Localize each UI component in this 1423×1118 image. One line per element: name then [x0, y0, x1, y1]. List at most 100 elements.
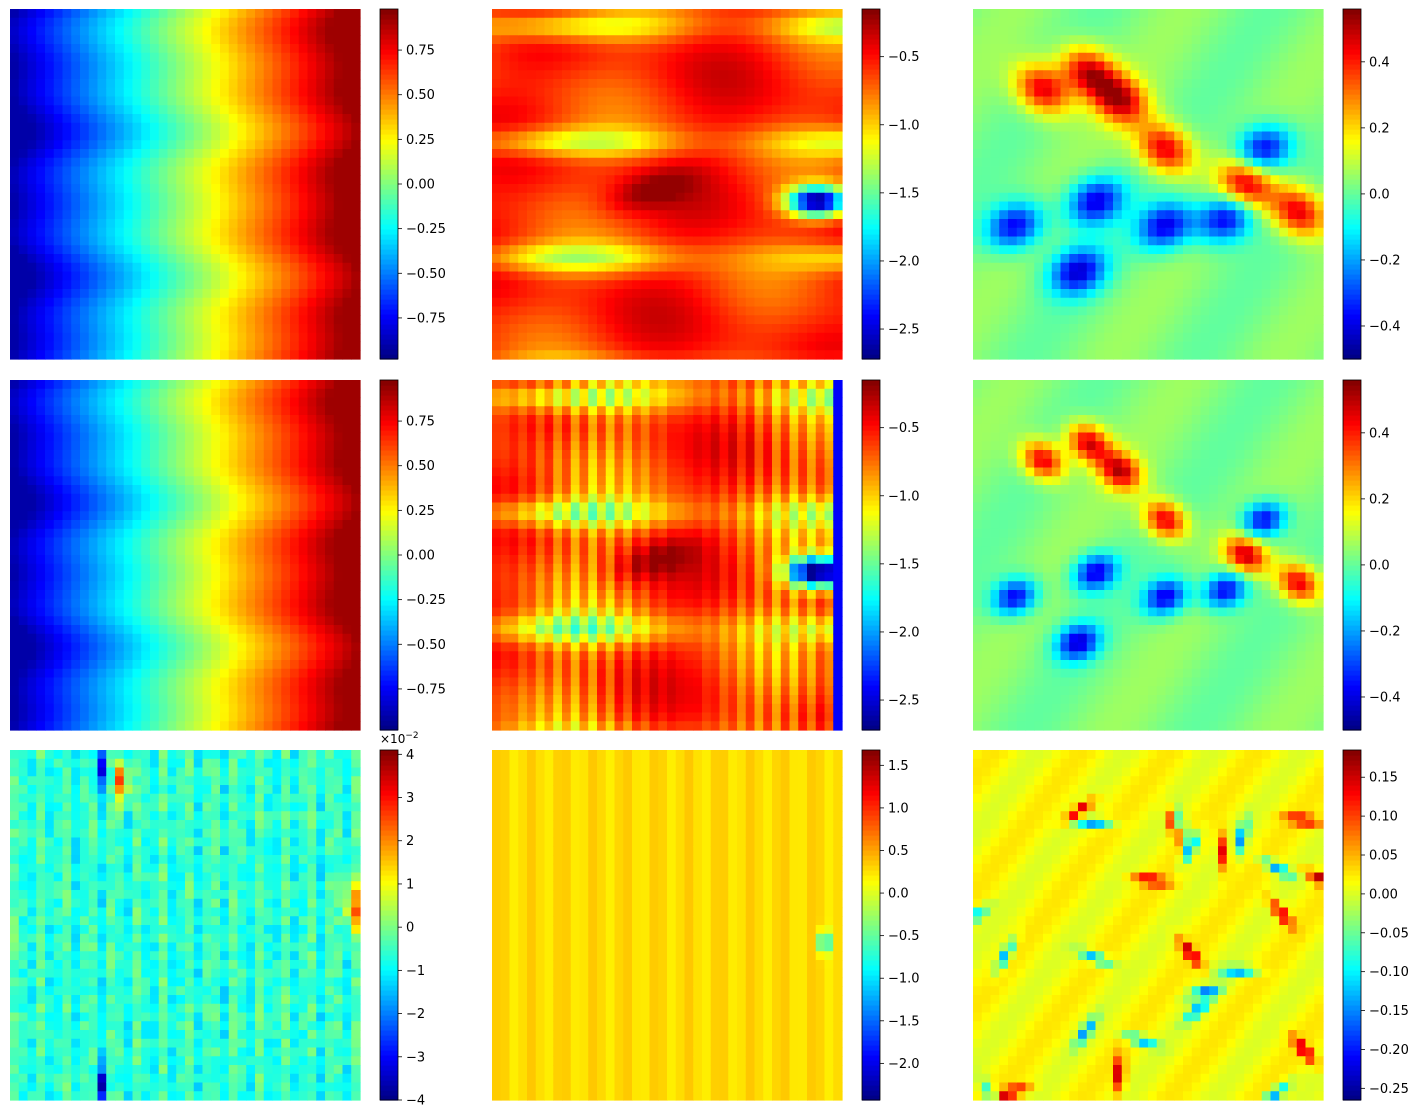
heatmap-cell: [1174, 332, 1184, 343]
heatmap-cell: [693, 332, 703, 343]
heatmap-cell: [614, 52, 624, 63]
heatmap-cell: [999, 149, 1009, 159]
heatmap-cell: [1209, 245, 1219, 255]
heatmap-cell: [737, 52, 747, 63]
heatmap-cell: [1279, 289, 1289, 299]
colorbar-segment: [862, 329, 880, 335]
heatmap-cell: [824, 192, 834, 203]
heatmap-cell: [527, 254, 537, 264]
heatmap-cell: [80, 201, 90, 211]
heatmap-cell: [281, 114, 291, 124]
heatmap-cell: [246, 254, 256, 264]
heatmap-cell: [990, 157, 1000, 168]
heatmap-cell: [272, 262, 282, 273]
heatmap-cell: [1235, 131, 1245, 141]
heatmap-cell: [1261, 201, 1272, 211]
heatmap-cell: [1209, 122, 1219, 133]
heatmap-cell: [1025, 114, 1035, 124]
heatmap-cell: [237, 306, 247, 316]
heatmap-cell: [1253, 131, 1263, 141]
heatmap-cell: [351, 201, 361, 211]
heatmap-cell: [1034, 61, 1044, 71]
heatmap-cell: [597, 35, 607, 45]
heatmap-cell: [237, 245, 247, 255]
heatmap-cell: [1078, 201, 1088, 211]
heatmap-cell: [141, 350, 151, 360]
heatmap-cell: [167, 280, 177, 290]
heatmap-cell: [1191, 87, 1202, 98]
heatmap-cell: [211, 297, 221, 308]
heatmap-cell: [815, 254, 826, 264]
heatmap-cell: [211, 350, 221, 360]
heatmap-cell: [1270, 44, 1280, 54]
heatmap-cell: [185, 26, 195, 36]
heatmap-cell: [981, 9, 992, 19]
heatmap-cell: [1130, 227, 1140, 238]
heatmap-cell: [640, 210, 651, 220]
heatmap-cell: [1218, 324, 1228, 334]
colorbar-segment: [380, 34, 398, 40]
heatmap-cell: [1191, 245, 1202, 255]
heatmap-cell: [228, 227, 239, 238]
heatmap-cell: [579, 52, 589, 63]
heatmap-cell: [211, 289, 221, 299]
heatmap-cell: [1086, 61, 1097, 71]
heatmap-cell: [772, 201, 782, 211]
heatmap-cell: [702, 306, 712, 316]
heatmap-cell: [18, 79, 29, 89]
heatmap-cell: [290, 324, 300, 334]
heatmap-cell: [220, 140, 230, 150]
heatmap-cell: [1060, 122, 1070, 133]
heatmap-cell: [1261, 61, 1272, 71]
heatmap-cell: [18, 332, 29, 343]
heatmap-cell: [535, 105, 546, 115]
heatmap-cell: [1078, 131, 1088, 141]
heatmap-cell: [754, 105, 764, 115]
heatmap-cell: [693, 122, 703, 133]
heatmap-cell: [88, 26, 99, 36]
heatmap-cell: [1095, 184, 1105, 194]
heatmap-cell: [1104, 324, 1114, 334]
heatmap-cell: [1069, 122, 1079, 133]
heatmap-cell: [333, 280, 344, 290]
heatmap-cell: [1156, 149, 1167, 159]
heatmap-cell: [623, 35, 633, 45]
heatmap-cell: [1296, 350, 1307, 360]
heatmap-cell: [1314, 157, 1324, 168]
heatmap-cell: [999, 87, 1009, 98]
heatmap-cell: [263, 324, 274, 334]
heatmap-cell: [780, 44, 791, 54]
heatmap-cell: [246, 114, 256, 124]
heatmap-cell: [185, 315, 195, 325]
heatmap-cell: [500, 87, 511, 98]
heatmap-cell: [1025, 35, 1035, 45]
heatmap-cell: [500, 219, 511, 229]
heatmap-cell: [527, 175, 537, 185]
heatmap-cell: [228, 61, 239, 71]
heatmap-cell: [754, 289, 764, 299]
heatmap-cell: [220, 315, 230, 325]
heatmap-cell: [833, 289, 843, 299]
heatmap-cell: [45, 131, 55, 141]
heatmap-cell: [981, 26, 992, 36]
heatmap-cell: [1235, 219, 1245, 229]
heatmap-cell: [981, 350, 992, 360]
heatmap-cell: [614, 44, 624, 54]
heatmap-cell: [981, 79, 992, 89]
heatmap-cell: [614, 114, 624, 124]
heatmap-cell: [579, 245, 589, 255]
heatmap-cell: [789, 44, 799, 54]
heatmap-cell: [702, 17, 712, 28]
heatmap-cell: [500, 315, 511, 325]
heatmap-cell: [1016, 140, 1027, 150]
heatmap-cell: [263, 87, 274, 98]
heatmap-cell: [97, 280, 107, 290]
heatmap-cell: [1253, 201, 1263, 211]
heatmap-cell: [719, 9, 729, 19]
heatmap-cell: [597, 175, 607, 185]
heatmap-cell: [1130, 96, 1140, 106]
heatmap-cell: [1139, 297, 1149, 308]
heatmap-cell: [1139, 35, 1149, 45]
heatmap-cell: [632, 227, 642, 238]
heatmap-cell: [973, 210, 983, 220]
